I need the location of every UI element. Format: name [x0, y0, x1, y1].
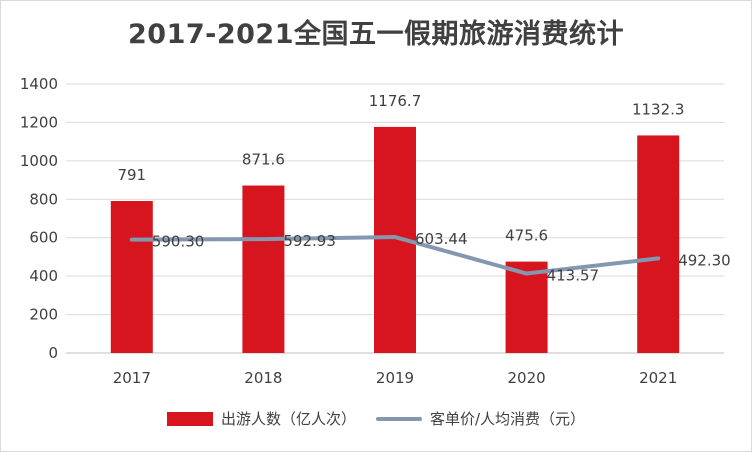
bar-data-label: 475.6	[505, 227, 548, 245]
line-data-label: 492.30	[678, 251, 731, 269]
bar-2018	[242, 185, 285, 353]
x-tick-label: 2019	[376, 369, 414, 387]
y-tick-label: 1000	[20, 152, 58, 170]
legend-item-spend: 客单价/人均消费（元）	[375, 408, 586, 429]
x-tick-label: 2018	[244, 369, 282, 387]
y-tick-label: 0	[48, 344, 58, 362]
legend-label-spend: 客单价/人均消费（元）	[429, 410, 586, 428]
bar-2017	[110, 201, 153, 353]
x-tick-label: 2020	[508, 369, 546, 387]
legend-label-visitors: 出游人数（亿人次）	[220, 410, 356, 428]
line-series-spend	[129, 235, 661, 276]
bar-data-label: 791	[117, 166, 146, 184]
bar-data-label: 871.6	[242, 151, 285, 169]
legend-swatch-line	[375, 416, 422, 421]
bar-2021	[637, 135, 680, 353]
chart-title: 2017-2021全国五一假期旅游消费统计	[128, 19, 624, 50]
y-tick-label: 400	[29, 267, 58, 285]
y-tick-label: 600	[29, 229, 58, 247]
chart-legend: 出游人数（亿人次） 客单价/人均消费（元）	[0, 408, 752, 429]
x-tick-label: 2017	[113, 369, 151, 387]
legend-item-visitors: 出游人数（亿人次）	[166, 408, 356, 429]
y-tick-label: 200	[29, 306, 58, 324]
legend-swatch-bar	[166, 411, 213, 426]
line-data-label: 413.57	[547, 267, 600, 285]
bar-data-label: 1176.7	[369, 92, 422, 110]
y-tick-label: 1400	[20, 75, 58, 93]
y-tick-label: 800	[29, 190, 58, 208]
x-tick-label: 2021	[639, 369, 677, 387]
line-data-label: 603.44	[415, 230, 468, 248]
y-tick-label: 1200	[20, 113, 58, 131]
bar-data-label: 1132.3	[632, 100, 685, 118]
line-data-label: 592.93	[283, 232, 336, 250]
bar-2020	[505, 261, 548, 353]
line-data-label: 590.30	[152, 233, 205, 251]
